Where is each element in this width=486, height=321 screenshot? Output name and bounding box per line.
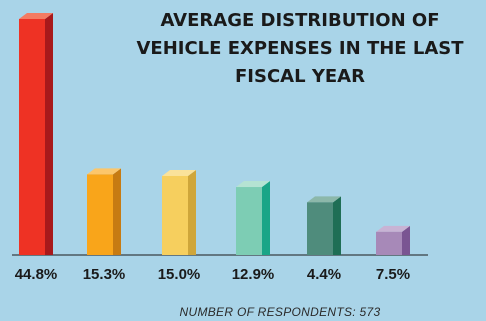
bar-side-face (262, 181, 270, 255)
chart-title-line-3: FISCAL YEAR (235, 66, 365, 87)
bar-top-face (19, 13, 53, 19)
chart-title-line-2: VEHICLE EXPENSES IN THE LAST (136, 38, 464, 59)
value-labels-group: 44.8% 15.3% 15.0% 12.9% 4.4% 7.5% (15, 266, 410, 283)
bar-side-face (333, 196, 341, 255)
bar-2 (87, 168, 121, 255)
bar-top-face (236, 181, 270, 188)
bar-front-face (236, 187, 262, 255)
bar-1 (19, 13, 53, 255)
bar-5 (307, 196, 341, 255)
bar-3 (162, 169, 196, 255)
respondents-footnote: NUMBER OF RESPONDENTS: 573 (180, 305, 381, 319)
category-label-6: 7.5% (376, 266, 410, 283)
bar-front-face (162, 175, 188, 255)
bar-side-face (45, 13, 53, 255)
bars-group (19, 13, 410, 255)
bar-front-face (19, 19, 45, 255)
category-label-5: 4.4% (307, 266, 341, 283)
bar-4 (236, 181, 270, 255)
bar-side-face (188, 169, 196, 255)
bar-side-face (113, 168, 121, 255)
bar-top-face (87, 168, 121, 175)
category-label-1: 44.8% (15, 266, 58, 283)
bar-front-face (376, 231, 402, 255)
bar-top-face (307, 196, 341, 203)
category-label-4: 12.9% (232, 266, 275, 283)
bar-top-face (162, 169, 196, 176)
bar-side-face (402, 225, 410, 255)
bar-front-face (307, 202, 333, 255)
bar-top-face (376, 225, 410, 232)
bar-front-face (87, 174, 113, 255)
category-label-2: 15.3% (83, 266, 126, 283)
category-label-3: 15.0% (158, 266, 201, 283)
bar-6 (376, 225, 410, 255)
chart-title-line-1: AVERAGE DISTRIBUTION OF (160, 10, 439, 31)
chart-title: AVERAGE DISTRIBUTION OF VEHICLE EXPENSES… (136, 10, 464, 87)
